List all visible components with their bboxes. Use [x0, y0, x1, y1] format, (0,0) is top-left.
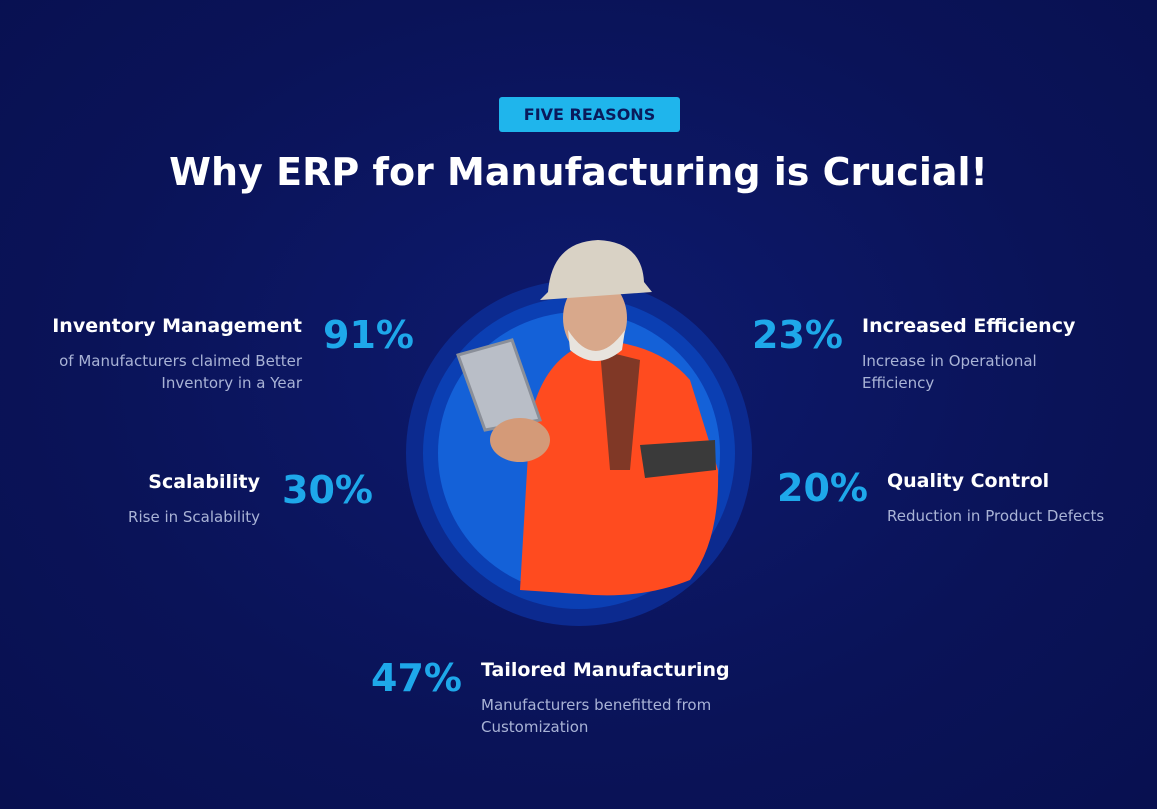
- stat-description: of Manufacturers claimed Better: [59, 352, 302, 370]
- stat-description: Inventory in a Year: [161, 374, 302, 392]
- stat-description: Customization: [481, 718, 589, 736]
- stat-label: Tailored Manufacturing: [481, 659, 730, 681]
- stat-percent: 91%: [323, 313, 414, 357]
- stat-description: Rise in Scalability: [128, 508, 260, 526]
- stat-description: Manufacturers benefitted from: [481, 696, 712, 714]
- badge: FIVE REASONS: [499, 97, 680, 132]
- stat-label: Scalability: [148, 471, 260, 493]
- stat-percent: 30%: [282, 468, 373, 512]
- stat-label: Inventory Management: [52, 315, 302, 337]
- stat-description: Increase in Operational: [862, 352, 1037, 370]
- title: Why ERP for Manufacturing is Crucial!: [169, 150, 988, 194]
- stat-label: Increased Efficiency: [862, 315, 1076, 337]
- stat-label: Quality Control: [887, 470, 1050, 492]
- stat-percent: 23%: [752, 313, 843, 357]
- stat-description: Reduction in Product Defects: [887, 507, 1105, 525]
- stat-percent: 20%: [777, 466, 868, 510]
- stat-percent: 47%: [371, 656, 462, 700]
- stat-description: Efficiency: [862, 374, 935, 392]
- worker: [456, 240, 719, 596]
